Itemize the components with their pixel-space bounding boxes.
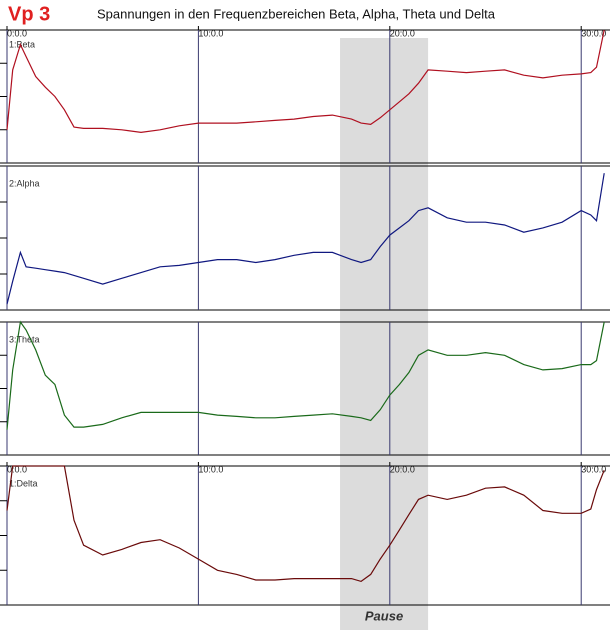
x-tick-label: 20:0.0 <box>390 28 415 38</box>
page-title: Vp 3 <box>8 3 50 25</box>
signal-line <box>6 465 605 583</box>
panel-label: 1:Beta <box>9 39 35 49</box>
x-tick-label: 20:0.0 <box>390 464 415 474</box>
x-tick-label: 10:0.0 <box>198 464 223 474</box>
pause-region <box>340 38 429 630</box>
x-tick-label: 30:0.0 <box>581 464 606 474</box>
x-tick-label: 0:0.0 <box>7 28 27 38</box>
x-tick-label: 10:0.0 <box>198 28 223 38</box>
signal-line <box>6 320 605 430</box>
panel-label: 2:Alpha <box>9 178 40 188</box>
pause-label: Pause <box>365 608 403 623</box>
x-tick-label: 30:0.0 <box>581 28 606 38</box>
page-subtitle: Spannungen in den Frequenzbereichen Beta… <box>97 6 496 21</box>
signal-line <box>6 173 605 305</box>
signal-line <box>6 29 605 134</box>
x-tick-label: 0:0.0 <box>7 464 27 474</box>
panel-label: 1:Delta <box>9 478 38 488</box>
panel-label: 3:Theta <box>9 334 40 344</box>
